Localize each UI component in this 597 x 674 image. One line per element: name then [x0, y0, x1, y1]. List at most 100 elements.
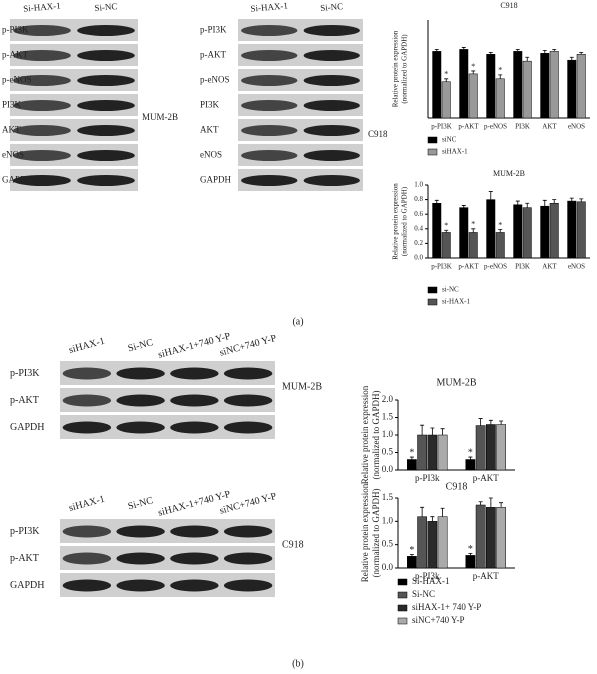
- x-tick-label: eNOS: [568, 123, 585, 131]
- row-label: p-PI3K: [10, 368, 40, 379]
- blot-band: [223, 367, 273, 380]
- error-bar: [542, 199, 547, 207]
- y-axis-label: (normalized to GAPDH): [401, 34, 409, 104]
- y-tick-label: 0.0: [382, 464, 394, 474]
- y-tick-label: 1.5: [382, 412, 394, 422]
- significance: *: [468, 447, 473, 458]
- x-tick-label: p-PI3K: [431, 263, 452, 271]
- error-bar: [478, 501, 483, 505]
- error-bar: [420, 424, 425, 435]
- bar: [459, 207, 469, 259]
- blot-band: [13, 50, 71, 61]
- bar: [522, 60, 532, 119]
- bar: [465, 459, 476, 471]
- bar: [486, 199, 496, 259]
- error-bar: [552, 49, 557, 52]
- error-bar: [488, 497, 493, 508]
- row-label: GAPDH: [10, 422, 44, 433]
- error-bar: [444, 229, 449, 233]
- bar: [417, 434, 428, 471]
- blot-band: [116, 525, 165, 538]
- blot-band: [62, 552, 112, 565]
- blot-band: [303, 25, 360, 36]
- bar: [549, 51, 559, 119]
- blot-band: [116, 421, 165, 434]
- bar: [567, 200, 577, 259]
- y-tick-label: 1.0: [382, 429, 394, 439]
- row-label: p-PI3K: [200, 25, 227, 35]
- row-label: p-AKT: [10, 395, 39, 406]
- error-bar: [471, 228, 476, 233]
- lane-label: Si-NC: [94, 1, 118, 13]
- bar: [475, 504, 486, 569]
- bar: [437, 434, 448, 471]
- legend-swatch: [427, 136, 438, 144]
- significance: *: [471, 220, 475, 229]
- row-label: PI3K: [200, 100, 220, 110]
- legend-swatch: [397, 578, 408, 586]
- bar: [468, 232, 478, 259]
- legend-swatch: [397, 591, 408, 599]
- error-bar: [525, 56, 530, 62]
- blot-band: [170, 552, 219, 565]
- bar: [576, 201, 586, 259]
- bar: [475, 425, 486, 471]
- row-label: GAPDH: [10, 580, 44, 591]
- bar: [495, 78, 505, 119]
- bar: [496, 424, 506, 471]
- x-tick-label: eNOS: [568, 263, 585, 271]
- error-bar: [579, 198, 584, 202]
- legend-label: si-NC: [442, 286, 459, 294]
- error-bar: [499, 502, 504, 508]
- bar: [459, 49, 469, 119]
- error-bar: [440, 428, 445, 435]
- error-bar: [498, 229, 503, 233]
- blot-band: [77, 175, 135, 186]
- row-label: PI3K: [2, 100, 22, 110]
- row-label: GAPDH: [2, 175, 34, 185]
- significance: *: [409, 545, 414, 556]
- legend-swatch: [427, 298, 438, 306]
- y-axis-label: Relative protein expression: [392, 183, 400, 260]
- blot-band: [77, 25, 135, 36]
- significance: *: [409, 447, 414, 458]
- legend-label: siHAX-1: [442, 148, 468, 156]
- blot-band: [241, 125, 298, 136]
- lane-label: Si-HAX-1: [250, 0, 288, 13]
- error-bar: [552, 199, 557, 204]
- error-bar: [444, 78, 449, 82]
- bar: [437, 516, 448, 569]
- legend-swatch: [397, 617, 408, 625]
- bar: [567, 59, 577, 119]
- error-bar: [488, 51, 493, 55]
- panel-label: (a): [292, 316, 303, 327]
- blot-band: [13, 125, 71, 136]
- significance: *: [498, 220, 502, 229]
- bar: [486, 424, 496, 471]
- blot-band: [170, 579, 219, 592]
- blot-band: [170, 421, 219, 434]
- x-tick-label: p-AKT: [473, 473, 499, 483]
- blot-band: [303, 100, 360, 111]
- x-tick-label: p-PI3K: [431, 123, 452, 131]
- error-bar: [525, 202, 530, 208]
- row-label: GAPDH: [200, 175, 232, 185]
- error-bar: [488, 191, 493, 200]
- x-tick-label: p-AKT: [458, 263, 479, 271]
- bar: [513, 204, 523, 259]
- legend-label: Si-NC: [412, 589, 435, 599]
- lane-label: Si-NC: [127, 495, 155, 512]
- bar: [407, 556, 417, 569]
- bar: [496, 507, 506, 569]
- y-tick-label: 0.5: [382, 447, 394, 457]
- error-bar: [434, 199, 439, 204]
- blot-band: [241, 75, 298, 86]
- y-tick-label: 0.6: [414, 210, 423, 218]
- bar: [522, 207, 532, 259]
- blot-band: [62, 367, 112, 380]
- error-bar: [488, 419, 493, 425]
- row-label: p-PI3K: [2, 25, 29, 35]
- y-axis-label: (normalized to GAPDH): [401, 186, 409, 256]
- row-label: p-eNOS: [2, 75, 32, 85]
